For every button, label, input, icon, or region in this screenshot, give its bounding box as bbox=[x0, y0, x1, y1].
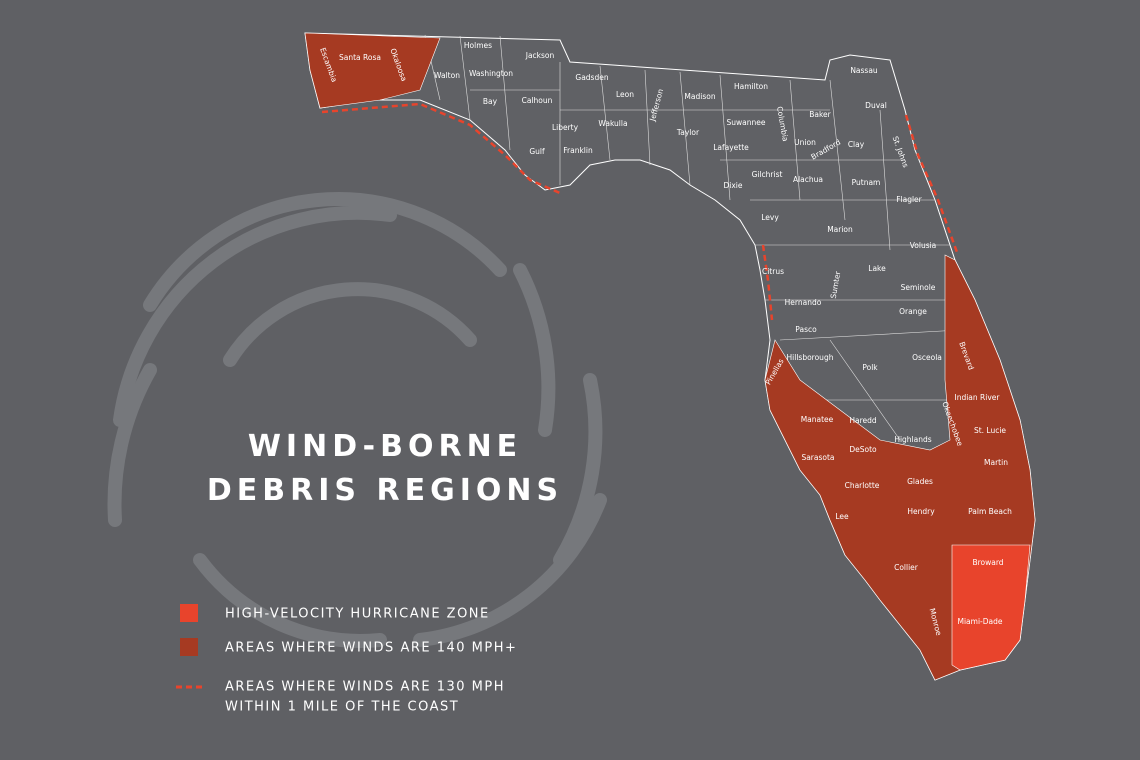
county-label: Hendry bbox=[907, 507, 935, 516]
county-label: DeSoto bbox=[849, 445, 877, 454]
county-label: Duval bbox=[865, 101, 887, 110]
county-label: Haredd bbox=[849, 416, 877, 425]
county-label: Santa Rosa bbox=[339, 53, 381, 62]
county-label: Charlotte bbox=[845, 481, 880, 490]
county-label: Gadsden bbox=[575, 73, 608, 82]
county-label: Polk bbox=[862, 363, 878, 372]
county-label: Osceola bbox=[912, 353, 942, 362]
county-label: Highlands bbox=[894, 435, 931, 444]
legend-label: AREAS WHERE WINDS ARE 130 MPH bbox=[225, 680, 505, 695]
county-label: Gilchrist bbox=[752, 170, 783, 179]
county-label: Pasco bbox=[795, 325, 817, 334]
county-label: Palm Beach bbox=[968, 507, 1012, 516]
legend-label: WITHIN 1 MILE OF THE COAST bbox=[225, 700, 459, 715]
county-label: Union bbox=[794, 138, 816, 147]
title-line: DEBRIS REGIONS bbox=[207, 473, 563, 508]
county-label: Martin bbox=[984, 458, 1008, 467]
county-label: Hillsborough bbox=[787, 353, 834, 362]
county-label: Dixie bbox=[724, 181, 743, 190]
county-label: Jackson bbox=[525, 51, 555, 60]
legend-swatch-hvhz bbox=[180, 604, 198, 622]
county-label: Volusia bbox=[910, 241, 937, 250]
county-label: Levy bbox=[761, 213, 779, 222]
county-label: Broward bbox=[972, 558, 1003, 567]
county-label: Putnam bbox=[852, 178, 881, 187]
county-label: Walton bbox=[434, 71, 460, 80]
county-label: Manatee bbox=[801, 415, 834, 424]
county-label: St. Lucie bbox=[974, 426, 1006, 435]
coast-130-lines bbox=[321, 102, 960, 321]
title-line: WIND-BORNE bbox=[248, 429, 522, 464]
county-label: Collier bbox=[894, 563, 919, 572]
legend-label: AREAS WHERE WINDS ARE 140 MPH+ bbox=[225, 641, 517, 656]
county-label: Miami-Dade bbox=[958, 617, 1003, 626]
county-label: Holmes bbox=[464, 41, 492, 50]
hvhz-region bbox=[951, 544, 1031, 671]
county-label: Clay bbox=[848, 140, 865, 149]
county-label: Sarasota bbox=[801, 453, 834, 462]
county-label: Liberty bbox=[552, 123, 579, 132]
county-label: Bay bbox=[483, 97, 498, 106]
county-label: Flagler bbox=[896, 195, 922, 204]
county-label: Leon bbox=[616, 90, 634, 99]
county-label: Nassau bbox=[850, 66, 878, 75]
county-label: Seminole bbox=[901, 283, 936, 292]
county-label: Washington bbox=[469, 69, 513, 78]
county-label: Lee bbox=[835, 512, 849, 521]
county-label: Citrus bbox=[762, 267, 784, 276]
county-label: Calhoun bbox=[522, 96, 553, 105]
county-label: Madison bbox=[684, 92, 715, 101]
county-label: Indian River bbox=[955, 393, 1001, 402]
county-label: Glades bbox=[907, 477, 933, 486]
county-label: Baker bbox=[809, 110, 831, 119]
county-label: Gulf bbox=[529, 147, 545, 156]
county-label: Lafayette bbox=[713, 143, 749, 152]
county-label: Suwannee bbox=[727, 118, 766, 127]
county-label: Orange bbox=[899, 307, 927, 316]
swirl-decoration bbox=[107, 192, 607, 648]
legend-swatch-140 bbox=[180, 638, 198, 656]
county-label: Franklin bbox=[563, 146, 593, 155]
county-label: Alachua bbox=[793, 175, 823, 184]
county-label: Taylor bbox=[676, 128, 700, 137]
county-label: Hernando bbox=[785, 298, 822, 307]
legend-label: HIGH-VELOCITY HURRICANE ZONE bbox=[225, 607, 490, 622]
wind-140-panhandle bbox=[304, 32, 441, 109]
county-label: Wakulla bbox=[598, 119, 627, 128]
county-label: Hamilton bbox=[734, 82, 768, 91]
county-label: Lake bbox=[868, 264, 886, 273]
county-label: Marion bbox=[827, 225, 853, 234]
